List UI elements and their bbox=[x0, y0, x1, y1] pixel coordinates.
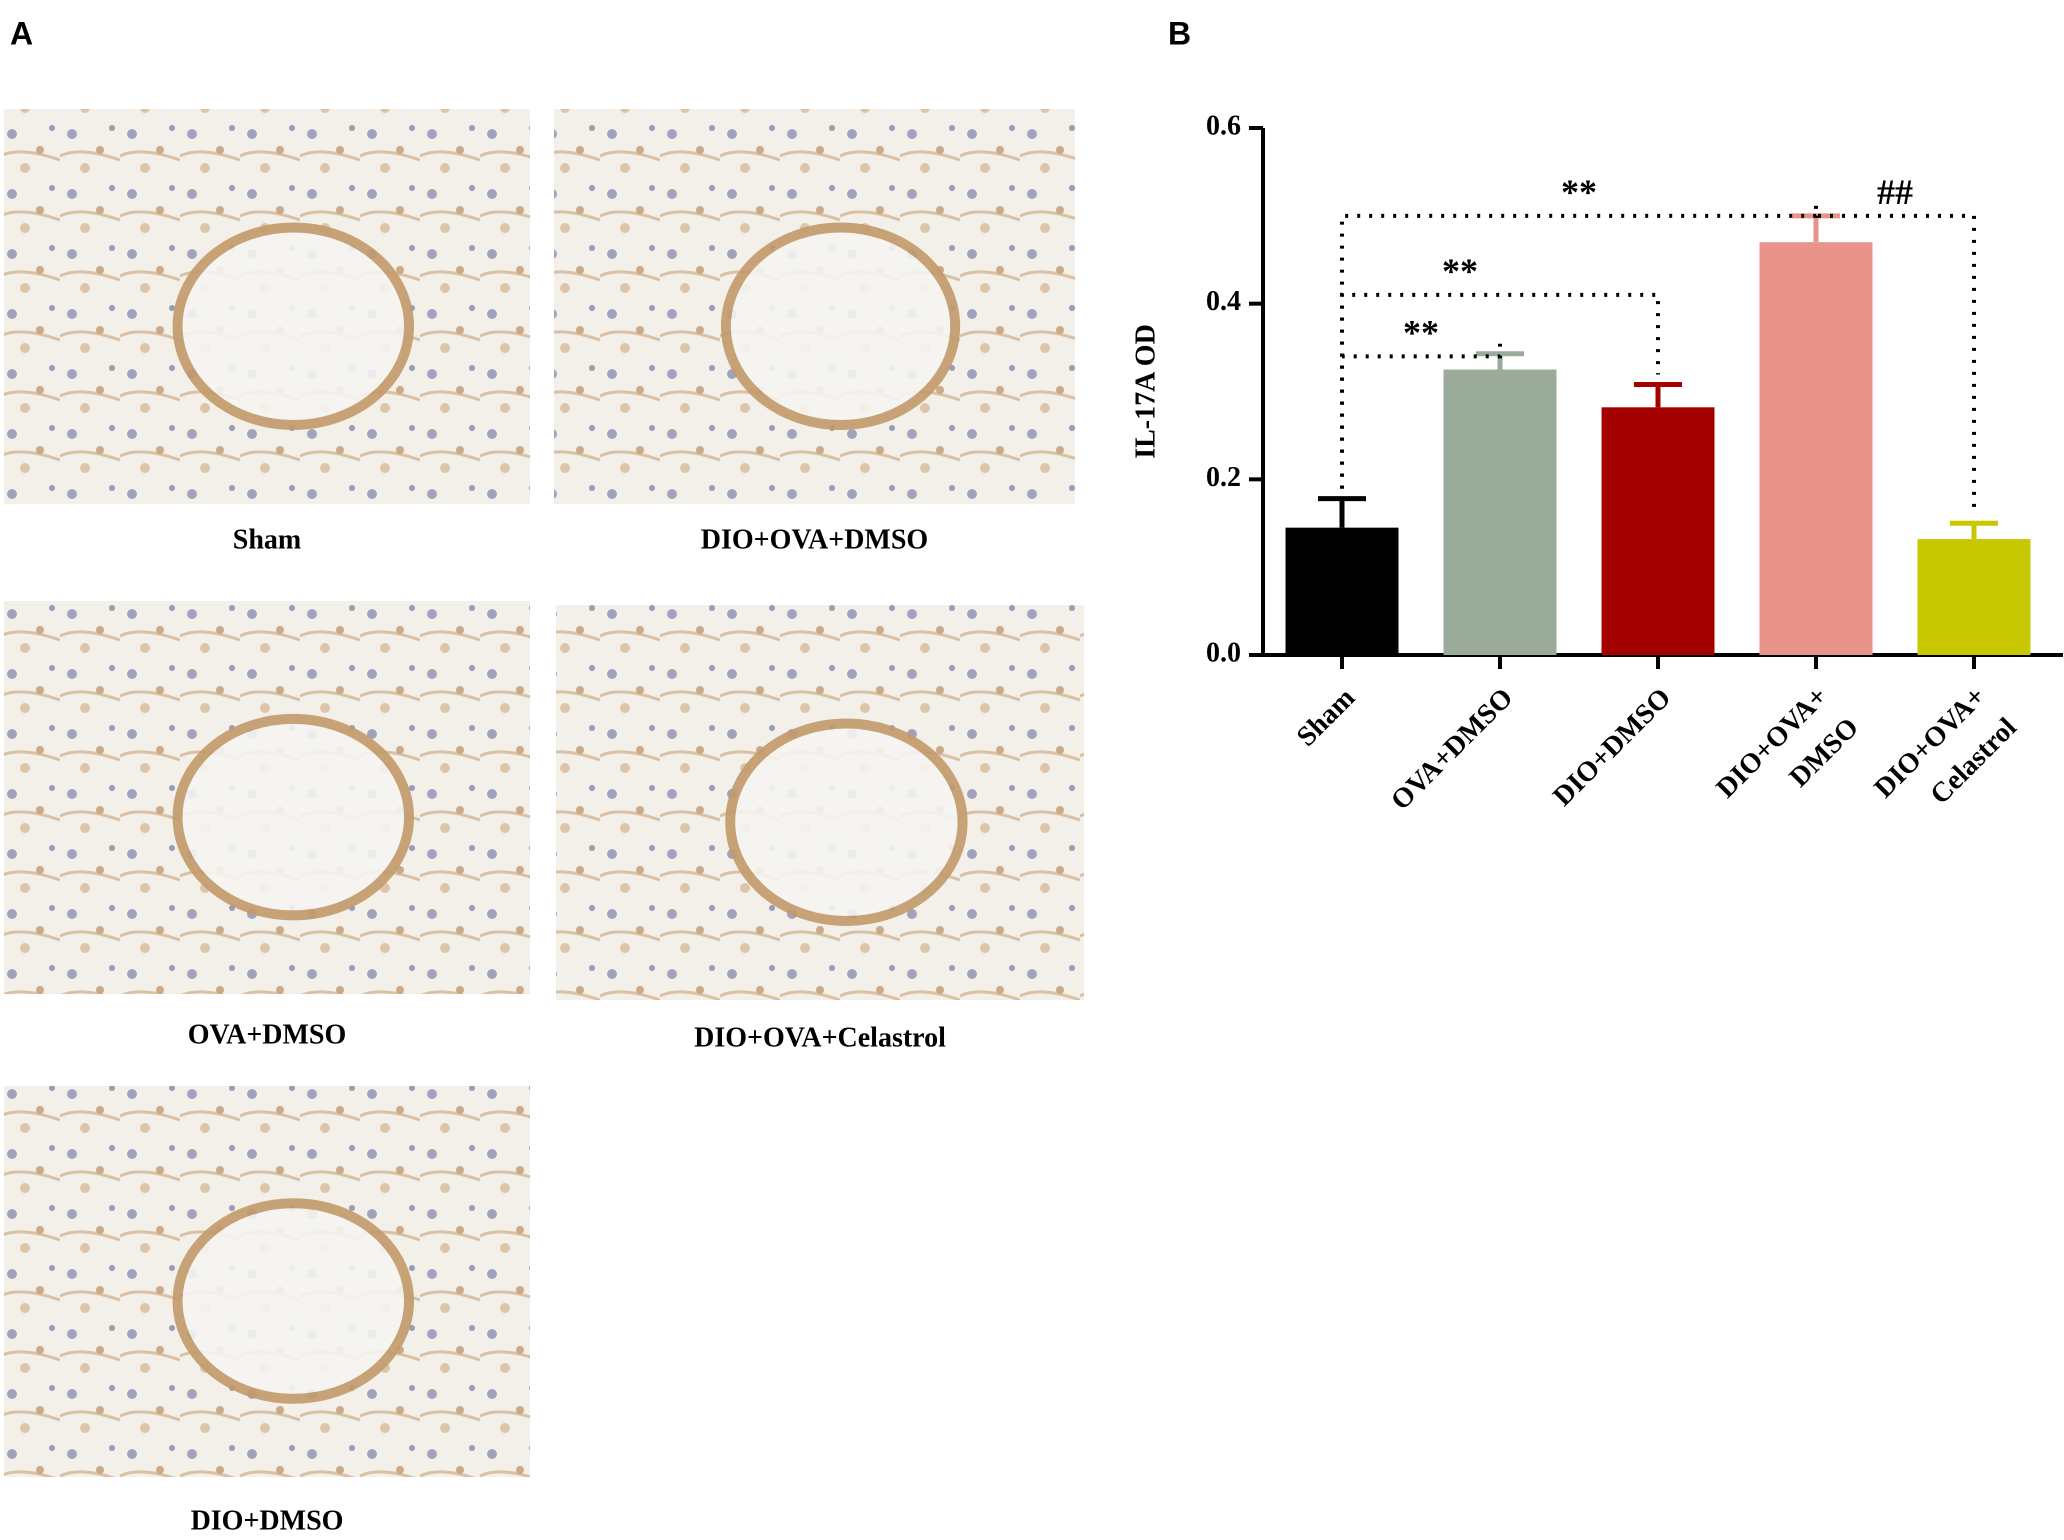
x-tick-label: DIO+OVA+DMSO bbox=[1711, 681, 1865, 835]
panel-label: A bbox=[10, 15, 33, 51]
x-tick-label: DIO+DMSO bbox=[1547, 683, 1677, 813]
y-tick-label: 0.4 bbox=[1206, 286, 1241, 317]
image-caption: Sham bbox=[233, 524, 301, 555]
significance-label: ## bbox=[1877, 172, 1913, 212]
image-caption: OVA+DMSO bbox=[188, 1019, 347, 1050]
airway-lumen bbox=[725, 718, 968, 926]
y-tick-label: 0.0 bbox=[1206, 637, 1241, 668]
airway-lumen bbox=[172, 222, 415, 430]
significance-label: ** bbox=[1442, 251, 1478, 291]
x-tick-label: Sham bbox=[1291, 683, 1361, 753]
y-tick-label: 0.2 bbox=[1206, 462, 1241, 493]
bar bbox=[1601, 407, 1715, 655]
bar bbox=[1759, 242, 1873, 655]
panel-label: B bbox=[1168, 15, 1191, 51]
bar bbox=[1443, 369, 1557, 655]
airway-lumen bbox=[720, 222, 961, 430]
significance-label: ** bbox=[1561, 172, 1597, 212]
bar bbox=[1917, 539, 2031, 655]
y-axis-label: IL-17A OD bbox=[1130, 324, 1161, 459]
image-caption: DIO+OVA+DMSO bbox=[701, 524, 928, 555]
significance-label: ** bbox=[1403, 313, 1439, 353]
airway-lumen bbox=[172, 1198, 415, 1404]
bar bbox=[1285, 527, 1399, 655]
airway-lumen bbox=[172, 713, 415, 921]
y-tick-label: 0.6 bbox=[1206, 110, 1241, 141]
image-caption: DIO+OVA+Celastrol bbox=[694, 1022, 946, 1053]
image-caption: DIO+DMSO bbox=[191, 1505, 344, 1536]
x-tick-label: DIO+OVA+Celastrol bbox=[1869, 681, 2024, 836]
x-tick-label: OVA+DMSO bbox=[1385, 683, 1519, 817]
